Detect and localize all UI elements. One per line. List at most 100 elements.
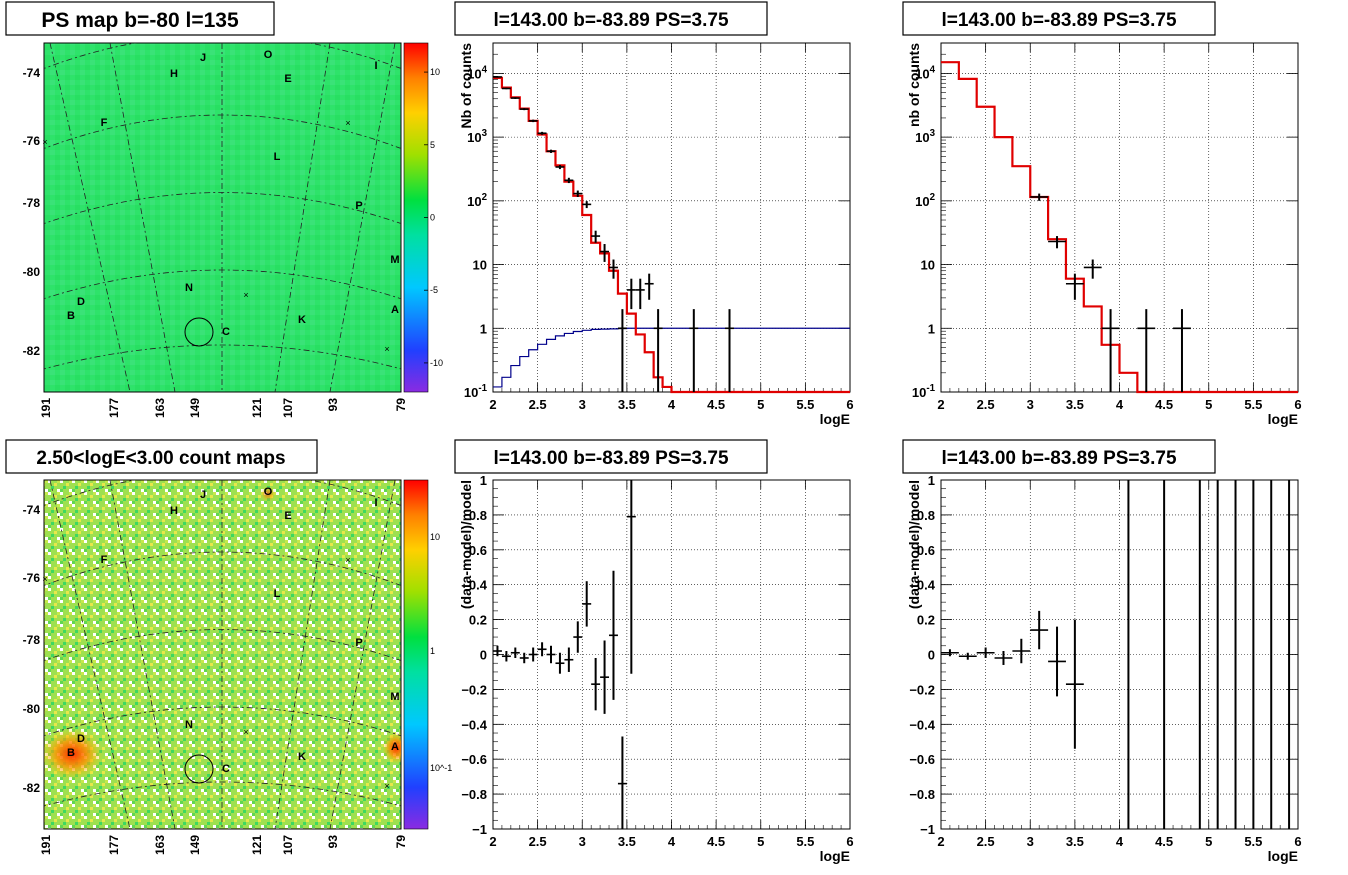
x-tick-label: 3 [579, 397, 586, 412]
y-tick-label: 10 [921, 258, 935, 273]
map-x-tick-label: 121 [250, 398, 264, 418]
y-tick-label: 102 [915, 192, 935, 209]
map-y-tick-label: -82 [23, 344, 41, 358]
map-x-tick-label: 163 [153, 398, 167, 418]
x-axis-label: logE [1268, 848, 1298, 864]
data-point [626, 278, 636, 310]
x-tick-label: 2 [937, 397, 944, 412]
y-tick-label: 0.6 [917, 543, 935, 558]
data-point [941, 649, 959, 657]
y-tick-label: −1 [472, 822, 487, 837]
y-tick-label: 1 [480, 321, 487, 336]
map-source-label: E [284, 510, 291, 522]
data-point [653, 309, 663, 392]
x-tick-label: 2.5 [977, 834, 995, 849]
map-source-label: A [391, 304, 399, 316]
map-source-label: C [222, 326, 230, 338]
y-tick-label: −0.8 [461, 787, 487, 802]
data-point [1065, 273, 1084, 300]
data-point [555, 165, 565, 170]
x-tick-label: 6 [1294, 397, 1301, 412]
map-y-tick-label: -76 [23, 134, 41, 148]
map-source-label: F [101, 554, 108, 566]
map-roi-circle [184, 317, 214, 347]
x-tick-label: 5.5 [796, 397, 814, 412]
x-tick-label: 5 [757, 834, 764, 849]
colorbar-tick-label: -5 [430, 285, 438, 295]
y-tick-label: −0.2 [909, 682, 935, 697]
x-tick-label: 5 [757, 397, 764, 412]
y-tick-label: 102 [467, 192, 487, 209]
map-colorbar [403, 479, 429, 830]
data-point [510, 97, 520, 99]
data-point [573, 190, 583, 197]
map-source-label: O [264, 486, 273, 498]
map-x-tick-label: 149 [188, 835, 202, 855]
data-point [1012, 638, 1031, 664]
map-x-tick-label: 177 [107, 835, 121, 855]
y-tick-label: 0.8 [917, 508, 935, 523]
map-source-label: E [284, 73, 291, 85]
map-source-label: J [200, 489, 206, 501]
y-tick-label: 0.4 [469, 578, 488, 593]
y-tick-label: 103 [467, 128, 487, 145]
y-tick-label: 10-1 [912, 383, 936, 400]
x-tick-label: 2.5 [977, 397, 995, 412]
spectrum-panel: l=143.00 b=-83.89 PS=3.75 2 2.5 3 3.5 4 4.5 5 5.… [902, 439, 1302, 864]
map-source-label: D [77, 733, 85, 745]
y-tick-label: 0.8 [469, 508, 487, 523]
y-tick-label: −0.6 [461, 752, 487, 767]
data-point [600, 640, 610, 714]
x-tick-label: 2.5 [529, 834, 547, 849]
data-point [591, 230, 601, 243]
data-point [501, 87, 511, 90]
y-tick-label: −0.2 [461, 682, 487, 697]
map-source-label: J [200, 52, 206, 64]
data-point [626, 480, 636, 674]
map-x-tick-label: 191 [39, 398, 53, 418]
map-hotspot [44, 728, 104, 780]
spectrum-panel: l=143.00 b=-83.89 PS=3.75 2 2.5 3 3.5 4 4.5 5 5.… [454, 439, 854, 864]
map-source-label: B [67, 747, 75, 759]
map-marker-x: × [243, 290, 248, 300]
chart-title: l=143.00 b=-83.89 PS=3.75 [493, 10, 728, 31]
data-point [546, 149, 556, 153]
y-tick-label: 0.2 [469, 613, 487, 628]
y-axis-label: (data-model)/model [906, 480, 922, 609]
map-y-tick-label: -82 [23, 781, 41, 795]
colorbar-tick-label: 0 [430, 213, 435, 223]
chart-title-box [902, 1, 1216, 36]
map-marker-x: × [42, 137, 47, 147]
chart-title-box [454, 1, 768, 36]
map-x-tick-label: 121 [250, 835, 264, 855]
x-tick-label: 3.5 [618, 397, 636, 412]
x-tick-label: 4.5 [707, 397, 725, 412]
data-point [555, 652, 565, 674]
data-point [635, 278, 645, 310]
y-axis-label: nb of counts [906, 43, 922, 127]
map-marker-x: × [384, 344, 389, 354]
data-point [564, 647, 574, 672]
data-point [546, 645, 556, 664]
x-tick-label: 3.5 [1066, 397, 1084, 412]
map-source-label: L [274, 588, 281, 600]
x-tick-label: 6 [846, 834, 853, 849]
map-marker-x: × [345, 555, 350, 565]
x-axis-label: logE [820, 848, 850, 864]
map-source-label: M [390, 691, 399, 703]
x-tick-label: 5 [1205, 397, 1212, 412]
map-source-label: B [67, 310, 75, 322]
y-tick-label: 103 [915, 128, 935, 145]
map-source-label: C [222, 763, 230, 775]
colorbar-label: 10 [430, 532, 440, 542]
x-tick-label: 4 [1116, 397, 1124, 412]
chart-title: l=143.00 b=-83.89 PS=3.75 [941, 10, 1176, 31]
data-point [689, 309, 699, 392]
x-tick-label: 3 [579, 834, 586, 849]
colorbar-tick-labels: 10 5 0 -5 -10 [424, 67, 443, 368]
data-point [1048, 626, 1066, 697]
map-source-label: P [355, 637, 362, 649]
colorbar-tick-label: 5 [430, 140, 435, 150]
x-tick-label: 4.5 [1155, 834, 1173, 849]
